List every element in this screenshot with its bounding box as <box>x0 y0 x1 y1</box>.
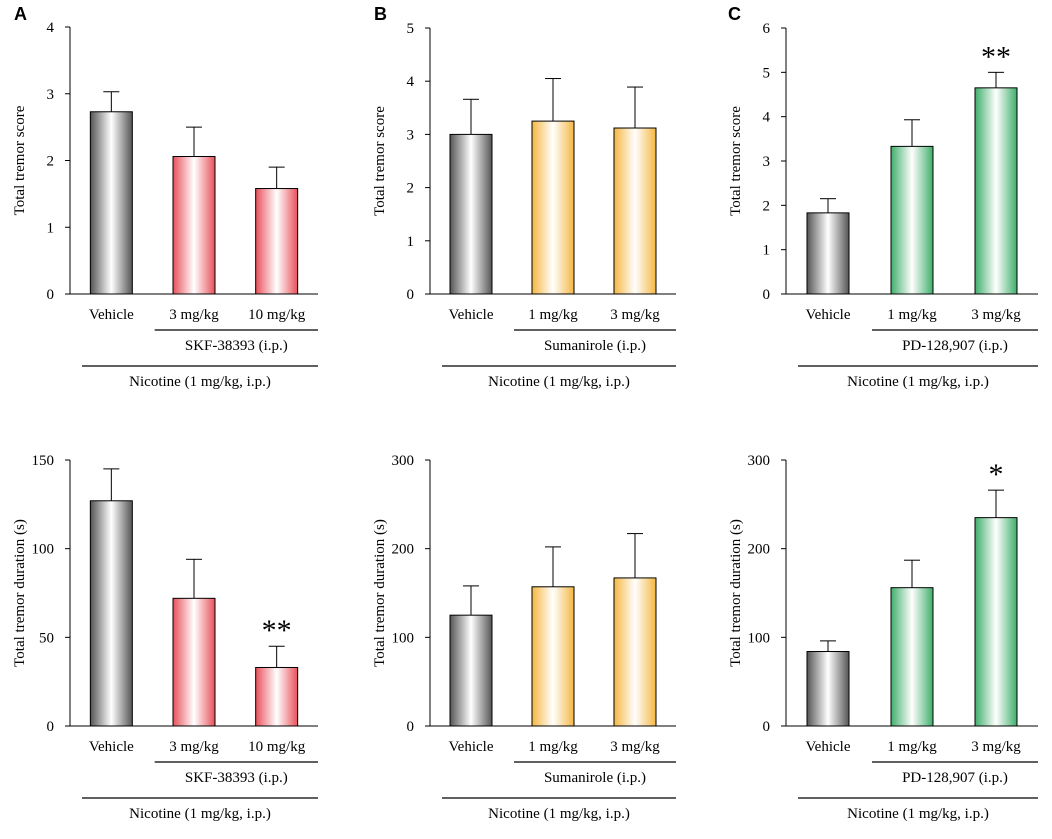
chart-B-duration: 0 100 200 300 Total tremor duration (s) Vehic… <box>372 453 676 822</box>
bar <box>806 212 850 295</box>
nicotine-label: Nicotine (1 mg/kg, i.p.) <box>847 374 989 390</box>
y-tick-label: 50 <box>39 630 54 646</box>
category-label: 1 mg/kg <box>528 739 578 755</box>
y-axis-label: Total tremor duration (s) <box>12 519 28 667</box>
chart-A-duration: 0 50 100 150 Total tremor duration (s) Vehicl… <box>12 453 318 822</box>
category-label: Vehicle <box>89 739 134 755</box>
y-tick-label: 2 <box>47 154 55 170</box>
y-tick-label: 1 <box>47 220 55 236</box>
y-tick-label: 200 <box>748 542 771 558</box>
drug-label: SKF-38393 (i.p.) <box>185 338 288 354</box>
bar <box>974 517 1018 727</box>
bar <box>613 577 657 727</box>
bar <box>89 111 133 295</box>
bar <box>531 120 575 295</box>
category-label: Vehicle <box>89 307 134 323</box>
bar <box>255 188 299 295</box>
y-tick-label: 3 <box>763 154 771 170</box>
bar <box>890 587 934 727</box>
y-tick-label: 1 <box>407 234 415 250</box>
significance-marker: * <box>989 458 1004 491</box>
y-tick-label: 0 <box>407 287 415 303</box>
bar <box>89 500 133 727</box>
bar <box>255 666 299 727</box>
y-tick-label: 150 <box>32 453 55 469</box>
y-tick-label: 300 <box>392 453 415 469</box>
y-tick-label: 4 <box>763 110 771 126</box>
chart-C-duration: 0 100 200 300 Total tremor duration (s) Vehic… <box>728 453 1038 822</box>
y-tick-label: 5 <box>763 65 771 81</box>
chart-B-score: 0 1 2 3 4 5 Total tremor score Vehicle 1 mg/kg 3 … <box>372 21 676 390</box>
y-tick-label: 0 <box>763 719 771 735</box>
category-label: 1 mg/kg <box>528 307 578 323</box>
category-label: 10 mg/kg <box>248 307 306 323</box>
category-label: 1 mg/kg <box>887 307 937 323</box>
y-tick-label: 300 <box>748 453 771 469</box>
y-tick-label: 2 <box>763 198 771 214</box>
category-label: Vehicle <box>449 307 494 323</box>
drug-label: Sumanirole (i.p.) <box>544 770 646 786</box>
drug-label: PD-128,907 (i.p.) <box>902 770 1008 786</box>
y-tick-label: 4 <box>47 20 55 36</box>
y-tick-label: 0 <box>47 719 55 735</box>
drug-label: SKF-38393 (i.p.) <box>185 770 288 786</box>
category-label: Vehicle <box>806 307 851 323</box>
y-tick-label: 4 <box>407 74 415 90</box>
nicotine-label: Nicotine (1 mg/kg, i.p.) <box>129 374 271 390</box>
bar <box>531 586 575 727</box>
drug-label: PD-128,907 (i.p.) <box>902 338 1008 354</box>
bar <box>172 597 216 727</box>
y-tick-label: 0 <box>407 719 415 735</box>
category-label: 3 mg/kg <box>169 739 219 755</box>
y-tick-label: 1 <box>763 243 771 259</box>
y-tick-label: 100 <box>392 630 415 646</box>
significance-marker: ** <box>981 40 1011 73</box>
category-label: Vehicle <box>806 739 851 755</box>
chart-A-score: 0 1 2 3 4 Total tremor score Vehicle 3 mg/kg 10 … <box>12 20 318 390</box>
y-axis-label: Total tremor score <box>12 105 28 215</box>
nicotine-label: Nicotine (1 mg/kg, i.p.) <box>847 806 989 822</box>
category-label: 3 mg/kg <box>971 307 1021 323</box>
bar <box>449 133 493 295</box>
y-axis-label: Total tremor duration (s) <box>728 519 744 667</box>
category-label: 3 mg/kg <box>610 739 660 755</box>
y-tick-label: 6 <box>763 21 771 37</box>
category-label: 3 mg/kg <box>971 739 1021 755</box>
bar <box>449 614 493 727</box>
bar <box>890 145 934 295</box>
y-tick-label: 200 <box>392 542 415 558</box>
bar <box>172 155 216 295</box>
y-axis-label: Total tremor duration (s) <box>372 519 388 667</box>
nicotine-label: Nicotine (1 mg/kg, i.p.) <box>488 374 630 390</box>
y-tick-label: 100 <box>32 542 55 558</box>
y-tick-label: 5 <box>407 21 415 37</box>
nicotine-label: Nicotine (1 mg/kg, i.p.) <box>488 806 630 822</box>
bar <box>974 87 1018 295</box>
y-tick-label: 2 <box>407 181 415 197</box>
chart-C-score: 0 1 2 3 4 5 6 Total tremor score Vehicle 1 mg/kg *… <box>728 21 1038 390</box>
category-label: 3 mg/kg <box>610 307 660 323</box>
y-axis-label: Total tremor score <box>728 106 744 216</box>
y-tick-label: 100 <box>748 630 771 646</box>
panel-letter: A <box>14 4 27 24</box>
y-axis-label: Total tremor score <box>372 106 388 216</box>
drug-label: Sumanirole (i.p.) <box>544 338 646 354</box>
y-tick-label: 3 <box>407 127 415 143</box>
y-tick-label: 0 <box>763 287 771 303</box>
panel-letter: B <box>374 4 387 24</box>
category-label: 3 mg/kg <box>169 307 219 323</box>
bar <box>806 651 850 727</box>
category-label: Vehicle <box>449 739 494 755</box>
category-label: 1 mg/kg <box>887 739 937 755</box>
significance-marker: ** <box>262 614 292 647</box>
panel-letter: C <box>728 4 741 24</box>
nicotine-label: Nicotine (1 mg/kg, i.p.) <box>129 806 271 822</box>
y-tick-label: 0 <box>47 287 55 303</box>
category-label: 10 mg/kg <box>248 739 306 755</box>
y-tick-label: 3 <box>47 87 55 103</box>
bar <box>613 127 657 295</box>
